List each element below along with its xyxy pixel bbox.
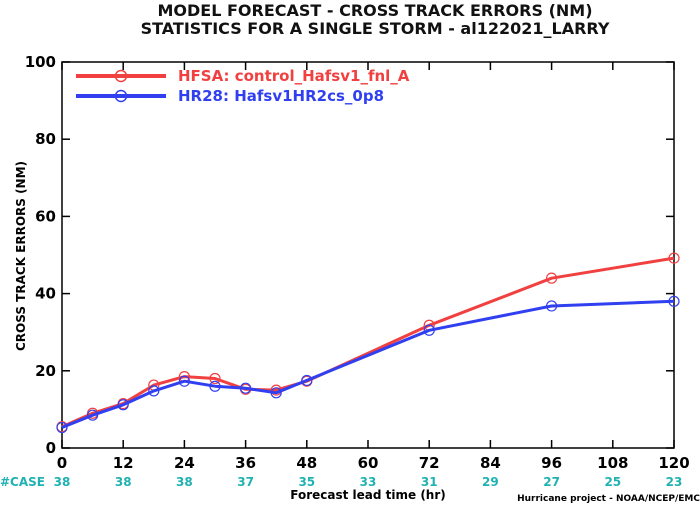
series-marker bbox=[240, 382, 252, 394]
case-count: 23 bbox=[666, 475, 683, 489]
x-tick-label: 24 bbox=[174, 454, 195, 472]
series-marker bbox=[423, 324, 435, 336]
series-marker bbox=[545, 300, 558, 312]
chart-title: MODEL FORECAST - CROSS TRACK ERRORS (NM) bbox=[157, 1, 592, 20]
legend-marker bbox=[114, 69, 128, 83]
case-count: 38 bbox=[54, 475, 71, 489]
series-marker bbox=[148, 385, 160, 397]
case-count-row: #CASE 38 38 38 37 35 33 31 29 27 25 23 bbox=[0, 475, 682, 489]
y-tick-label: 20 bbox=[35, 362, 56, 380]
case-count: 37 bbox=[237, 475, 254, 489]
x-tick-label: 60 bbox=[358, 454, 379, 472]
case-count: 25 bbox=[604, 475, 621, 489]
series-line bbox=[61, 299, 675, 429]
legend: HFSA: control_Hafsv1_fnl_A HR28: Hafsv1HR… bbox=[76, 67, 410, 105]
x-tick-label: 72 bbox=[419, 454, 440, 472]
x-tick-label: 108 bbox=[597, 454, 628, 472]
case-count: 27 bbox=[543, 475, 560, 489]
y-tick-label: 100 bbox=[25, 53, 56, 71]
series-marker bbox=[86, 409, 99, 421]
y-axis-label: CROSS TRACK ERRORS (NM) bbox=[14, 161, 28, 351]
case-count: 38 bbox=[176, 475, 193, 489]
series-marker bbox=[209, 372, 221, 385]
series-marker bbox=[209, 380, 221, 392]
x-tick-label: 12 bbox=[113, 454, 134, 472]
series-marker bbox=[668, 295, 680, 307]
y-axis-ticks: 0 20 40 60 80 100 bbox=[25, 53, 674, 457]
x-tick-label: 120 bbox=[658, 454, 689, 472]
series-marker bbox=[56, 421, 68, 434]
case-count: 35 bbox=[298, 475, 315, 489]
y-tick-label: 80 bbox=[35, 130, 56, 148]
credit-text: Hurricane project - NOAA/NCEP/EMC bbox=[517, 494, 700, 504]
x-axis-ticks: 0 12 24 36 48 60 72 84 96 108 120 bbox=[57, 62, 690, 472]
series-layer bbox=[56, 252, 680, 434]
series-line bbox=[61, 256, 675, 429]
x-tick-label: 0 bbox=[57, 454, 67, 472]
series-marker bbox=[117, 399, 129, 411]
series-marker bbox=[178, 375, 190, 387]
x-tick-label: 84 bbox=[480, 454, 501, 472]
case-count: 33 bbox=[360, 475, 377, 489]
series-marker bbox=[301, 374, 313, 387]
case-count: 29 bbox=[482, 475, 499, 489]
case-count: 31 bbox=[421, 475, 438, 489]
legend-label: HR28: Hafsv1HR2cs_0p8 bbox=[178, 87, 384, 105]
legend-marker bbox=[114, 89, 128, 103]
y-tick-label: 0 bbox=[46, 439, 56, 457]
y-tick-label: 60 bbox=[35, 207, 56, 225]
x-tick-label: 36 bbox=[235, 454, 256, 472]
x-axis-label: Forecast lead time (hr) bbox=[290, 488, 446, 502]
series-marker bbox=[545, 272, 558, 284]
x-tick-label: 48 bbox=[296, 454, 317, 472]
case-label: #CASE bbox=[0, 475, 45, 489]
case-count: 38 bbox=[115, 475, 132, 489]
legend-label: HFSA: control_Hafsv1_fnl_A bbox=[178, 67, 410, 85]
x-tick-label: 96 bbox=[541, 454, 562, 472]
series-marker bbox=[668, 252, 680, 264]
series-marker bbox=[270, 387, 282, 399]
chart-subtitle: STATISTICS FOR A SINGLE STORM - al122021… bbox=[141, 19, 610, 38]
y-tick-label: 40 bbox=[35, 285, 56, 303]
